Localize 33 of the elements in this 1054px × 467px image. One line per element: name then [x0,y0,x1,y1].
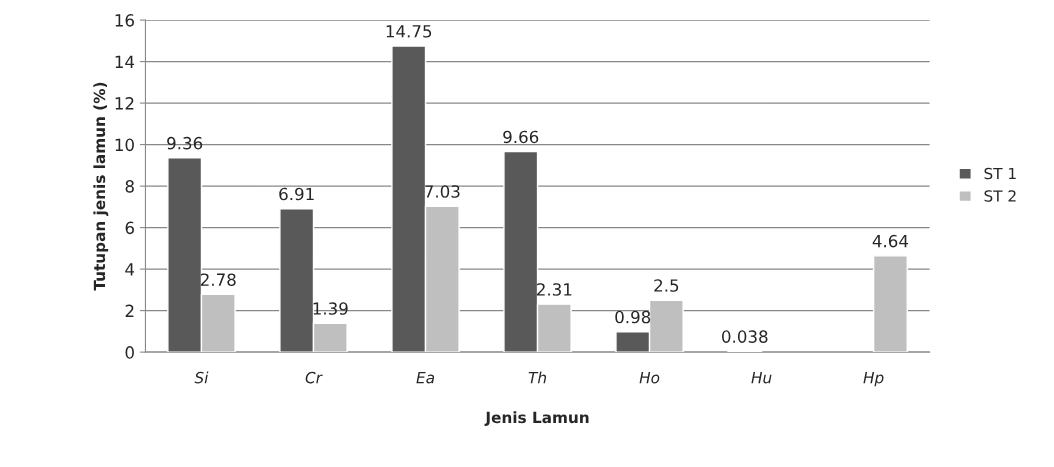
y-tick-label: 4 [125,263,135,276]
data-label: 14.75 [386,25,432,38]
x-tick-label: Ho [639,372,660,384]
data-label: 9.66 [503,130,539,144]
y-tick-label: 12 [115,97,134,110]
y-tick-label: 2 [125,304,134,317]
legend-label: ST 1 [984,167,1016,180]
data-label: 1.39 [313,302,348,315]
legend-label: ST 2 [984,190,1016,202]
y-tick-label: 14 [115,55,135,68]
data-label: 7.03 [425,185,460,198]
data-label: 9.36 [167,136,203,150]
data-label: 0.038 [722,330,768,343]
bar [872,255,908,353]
x-tick-label: Si [194,371,209,384]
x-tick-label: Hp [863,372,884,387]
y-tick-label: 10 [115,138,134,152]
y-tick-label: 8 [125,180,134,193]
y-axis-title: Tutupan jenis lamun (%) [93,82,109,291]
data-label: 0.98 [615,310,651,324]
x-tick-label: Cr [305,371,323,384]
x-tick-label: Th [528,371,547,384]
data-label: 4.64 [872,234,909,248]
y-tick-label: 0 [125,346,134,359]
data-label: 2.78 [200,273,236,287]
x-axis-title: Jenis Lamun [484,411,589,427]
x-tick-label: Ea [416,372,435,384]
data-label: 2.31 [537,283,572,296]
x-tick-label: Hu [751,372,772,384]
data-label: 6.91 [279,187,314,201]
y-tick-label: 6 [125,221,134,235]
y-tick-label: 16 [115,14,134,27]
data-label: 2.5 [654,279,679,292]
